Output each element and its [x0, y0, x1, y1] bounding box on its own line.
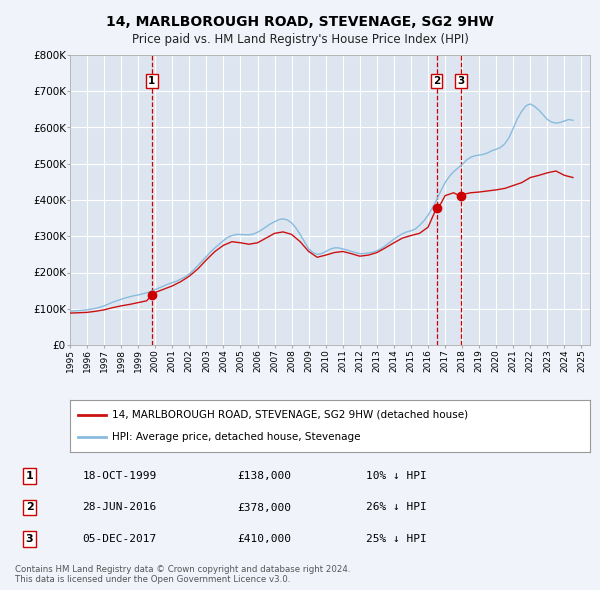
- Text: 10% ↓ HPI: 10% ↓ HPI: [366, 471, 427, 481]
- Text: £378,000: £378,000: [238, 503, 292, 513]
- Text: 14, MARLBOROUGH ROAD, STEVENAGE, SG2 9HW: 14, MARLBOROUGH ROAD, STEVENAGE, SG2 9HW: [106, 15, 494, 29]
- Text: Contains HM Land Registry data © Crown copyright and database right 2024.
This d: Contains HM Land Registry data © Crown c…: [15, 565, 350, 585]
- Text: 18-OCT-1999: 18-OCT-1999: [82, 471, 157, 481]
- Text: 3: 3: [457, 76, 464, 86]
- Text: 28-JUN-2016: 28-JUN-2016: [82, 503, 157, 513]
- Text: 2: 2: [26, 503, 34, 513]
- Text: 25% ↓ HPI: 25% ↓ HPI: [366, 534, 427, 544]
- Text: Price paid vs. HM Land Registry's House Price Index (HPI): Price paid vs. HM Land Registry's House …: [131, 33, 469, 46]
- Text: 05-DEC-2017: 05-DEC-2017: [82, 534, 157, 544]
- Text: 14, MARLBOROUGH ROAD, STEVENAGE, SG2 9HW (detached house): 14, MARLBOROUGH ROAD, STEVENAGE, SG2 9HW…: [112, 409, 468, 419]
- Text: HPI: Average price, detached house, Stevenage: HPI: Average price, detached house, Stev…: [112, 432, 360, 442]
- Text: £410,000: £410,000: [238, 534, 292, 544]
- Text: 3: 3: [26, 534, 34, 544]
- Text: 1: 1: [148, 76, 155, 86]
- Text: 2: 2: [433, 76, 440, 86]
- Text: 1: 1: [26, 471, 34, 481]
- Text: £138,000: £138,000: [238, 471, 292, 481]
- Text: 26% ↓ HPI: 26% ↓ HPI: [366, 503, 427, 513]
